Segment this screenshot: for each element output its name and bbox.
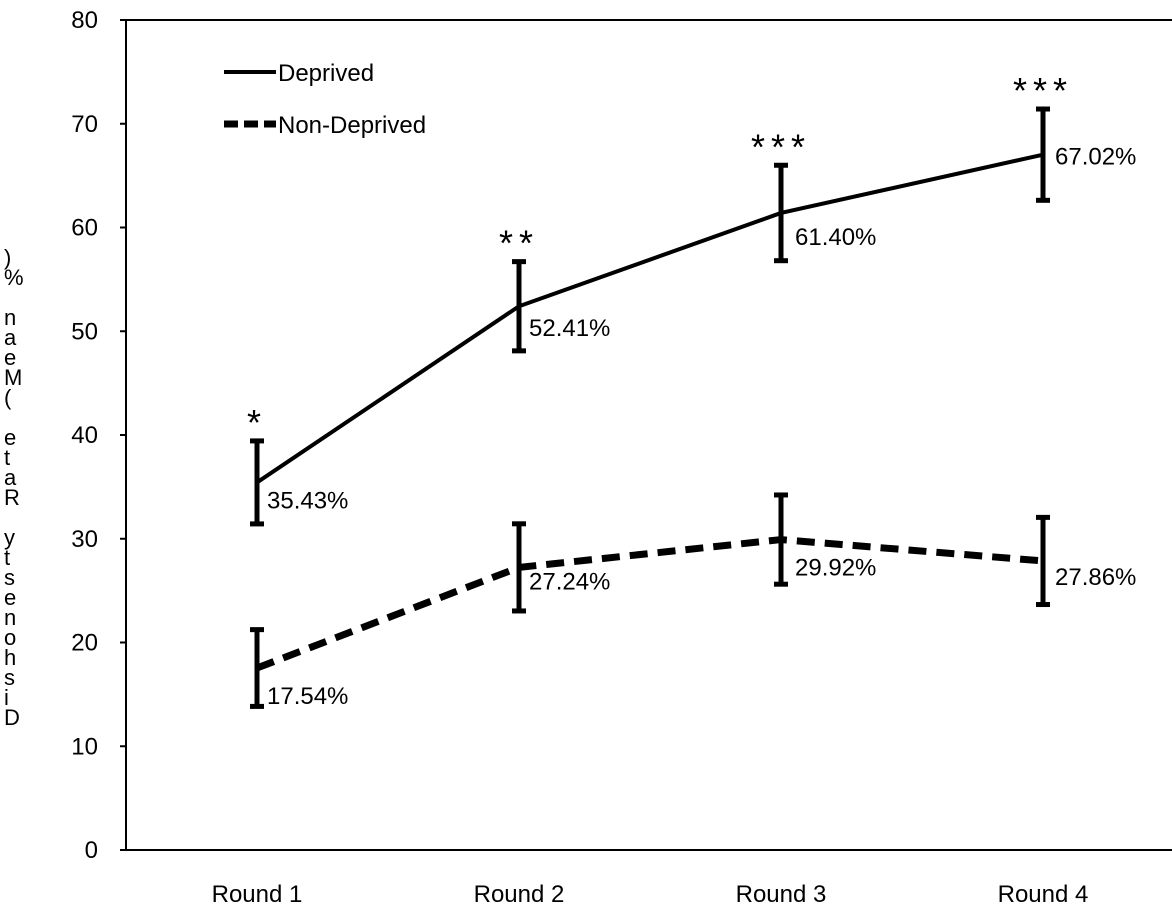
axes [125,19,1172,851]
y-tick-label: 50 [71,318,98,345]
data-label: 35.43% [267,487,348,514]
y-tick-label: 60 [71,215,98,242]
x-tick-label: Round 1 [212,881,303,908]
legend-label: Deprived [278,60,374,87]
y-axis-label-text: ) % n a e M ( e t a R y t s e n o h s i … [4,245,24,730]
data-label: 67.02% [1055,144,1136,171]
data-label: 27.24% [529,568,610,595]
y-tick-label: 30 [71,526,98,553]
series-line [255,152,1044,485]
y-tick-label: 0 [85,837,98,864]
data-label: 52.41% [529,315,610,342]
significance-marker: *** [751,126,811,167]
data-label: 29.92% [795,555,876,582]
x-tick-label: Round 3 [736,881,827,908]
data-label: 17.54% [267,683,348,710]
series-non-deprived: 17.54% 27.24% 29.92% 27.86% [250,492,1136,710]
significance-marker: *** [1013,70,1073,111]
significance-marker: * [247,402,267,443]
x-tick-label: Round 4 [998,881,1089,908]
y-tick-label: 20 [71,630,98,657]
x-tick-label: Round 2 [474,881,565,908]
y-tick-label: 80 [71,7,98,34]
y-tick-label: 70 [71,111,98,138]
y-tick-label: 10 [71,733,98,760]
data-label: 61.40% [795,224,876,251]
legend-label: Non-Deprived [278,112,426,139]
y-axis-label: ) % n a e M ( e t a R y t s e n o h s i … [4,247,34,729]
data-label: 27.86% [1055,564,1136,591]
y-tick-label: 40 [71,422,98,449]
legend: Deprived Non-Deprived [224,60,426,139]
x-ticks: Round 1 Round 2 Round 3 Round 4 [212,881,1089,908]
series-line [255,536,1044,672]
series-deprived: 35.43% * 52.41% ** 61.40% *** 67.02% *** [247,70,1136,527]
series-layer: 35.43% * 52.41% ** 61.40% *** 67.02% *** 17.54% 2… [247,70,1136,710]
significance-marker: ** [499,223,539,264]
y-ticks: 0 10 20 30 40 50 60 70 80 [71,7,126,864]
